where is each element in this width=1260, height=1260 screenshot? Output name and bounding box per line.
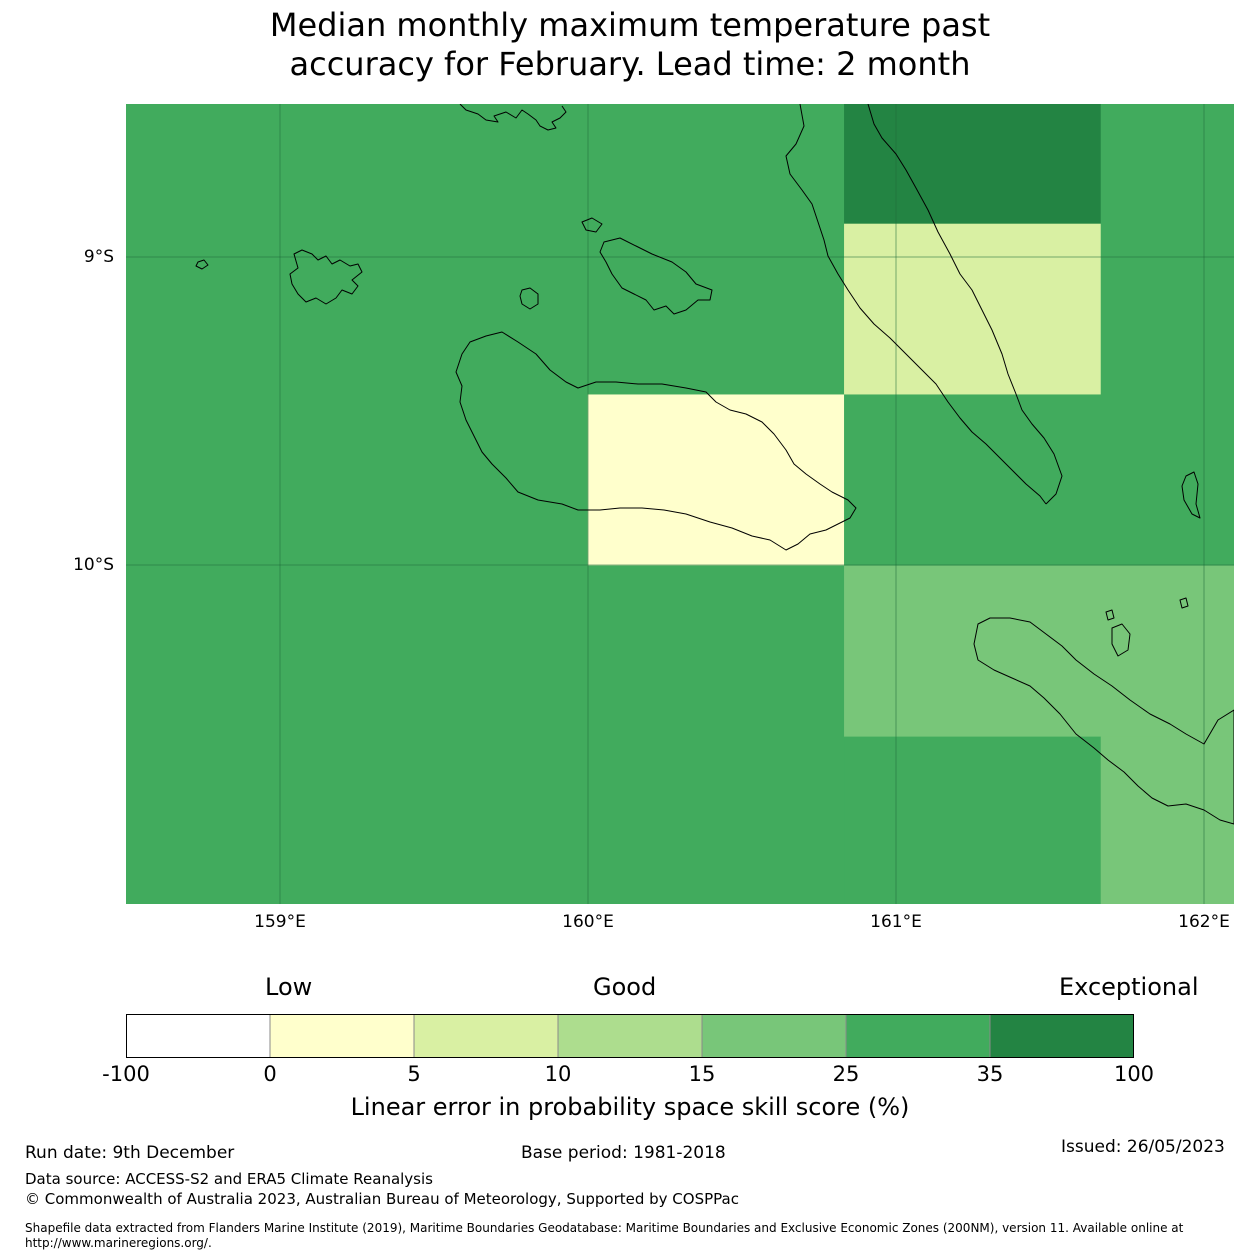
coastline-small-makira (1105, 597, 1189, 657)
colorbar-exceptional-label: Exceptional (1059, 973, 1199, 1001)
lon-label-160e: 160°E (562, 912, 614, 932)
map-title: Median monthly maximum temperature past … (0, 6, 1260, 84)
grid-cell-15-25 (844, 565, 1234, 738)
lat-label-9s: 9°S (83, 247, 114, 267)
grid-cell-35-100 (844, 104, 1102, 225)
copyright: © Commonwealth of Australia 2023, Austra… (25, 1190, 739, 1208)
colorbar (126, 1014, 1134, 1058)
coastline-florida-islands (581, 217, 713, 315)
coastline-malaita-north (785, 104, 1047, 505)
colorbar-tick: 0 (263, 1062, 277, 1086)
lat-label-10s: 10°S (73, 555, 114, 575)
shapefile-credit: Shapefile data extracted from Flanders M… (25, 1221, 1184, 1250)
colorbar-segment (845, 1014, 991, 1058)
grid-cell-25-35 (844, 736, 1102, 904)
coastline-guadalcanal (455, 331, 857, 551)
lon-label-159e: 159°E (254, 912, 306, 932)
colorbar-segment (557, 1014, 703, 1058)
data-source: Data source: ACCESS-S2 and ERA5 Climate … (25, 1170, 433, 1188)
coastline-small-island-west (195, 259, 209, 270)
grid-cell-0-5 (587, 394, 845, 567)
colorbar-segment (989, 1014, 1134, 1058)
colorbar-tick: 15 (688, 1062, 716, 1086)
coastlines (195, 104, 1234, 825)
colorbar-tick: 100 (1113, 1062, 1155, 1086)
colorbar-tick: 10 (544, 1062, 572, 1086)
coastline-makira (973, 617, 1234, 825)
lon-label-161e: 161°E (870, 912, 922, 932)
grid-cell-25-35 (844, 394, 1234, 567)
coastline-malaita-east (867, 104, 1063, 505)
base-period: Base period: 1981-2018 (521, 1143, 726, 1163)
grid-cell-25-35 (587, 104, 845, 395)
grid-cell-25-35 (1100, 104, 1234, 395)
grid-cell-25-35 (126, 104, 589, 904)
colorbar-tick: 5 (407, 1062, 421, 1086)
colorbar-tick: -100 (102, 1062, 150, 1086)
coastline-north-island (289, 249, 363, 305)
coastline-small-island-mid (519, 287, 539, 310)
skill-score-map (126, 104, 1234, 904)
colorbar-good-label: Good (593, 973, 657, 1001)
colorbar-label: Linear error in probability space skill … (350, 1093, 910, 1121)
title-line-2: accuracy for February. Lead time: 2 mont… (289, 45, 971, 83)
grid-cell-5-10 (844, 223, 1102, 395)
grid-cell-25-35 (587, 565, 845, 904)
run-date: Run date: 9th December (25, 1143, 235, 1163)
colorbar-tick: 25 (832, 1062, 860, 1086)
coastline-small-malaita (1181, 471, 1201, 519)
issued-date: Issued: 26/05/2023 (1061, 1137, 1225, 1157)
colorbar-segment (701, 1014, 847, 1058)
colorbar-low-label: Low (265, 973, 313, 1001)
colorbar-segment (413, 1014, 559, 1058)
grid-cells (126, 104, 1234, 904)
grid-cell-15-25 (1100, 736, 1234, 904)
gridlines (126, 104, 1234, 904)
colorbar-tick: 35 (976, 1062, 1004, 1086)
title-line-1: Median monthly maximum temperature past (269, 6, 991, 44)
coastline-top-islands (459, 104, 567, 131)
colorbar-segment (126, 1014, 271, 1058)
lon-label-162e: 162°E (1178, 912, 1230, 932)
colorbar-segment (269, 1014, 415, 1058)
